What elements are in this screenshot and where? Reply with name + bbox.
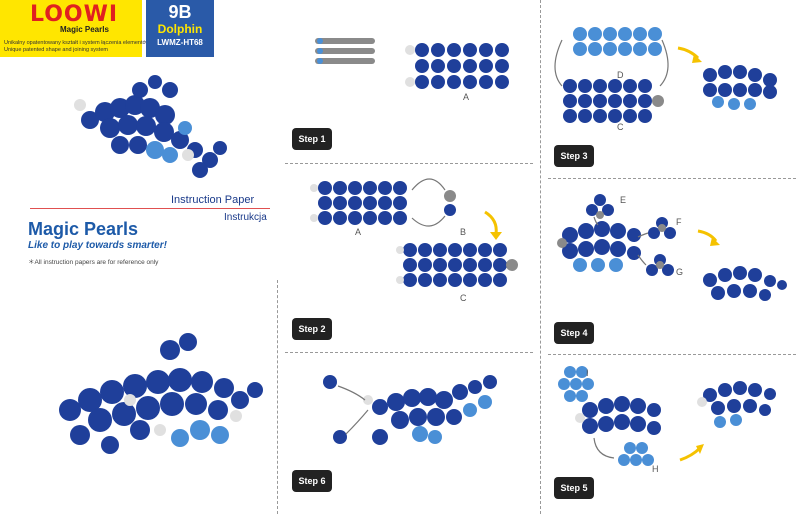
part-label-d: D [617,70,624,80]
step-6-badge: Step 6 [292,470,332,492]
brand-title: Magic Pearls [28,219,139,239]
model-name: Dolphin [157,22,203,36]
instruction-subtitle: Instrukcja [224,212,267,223]
dolphin-preview-top [74,75,227,178]
part-label-a: A [463,92,470,102]
step-4-badge: Step 4 [554,322,594,344]
grid-line [548,178,796,179]
part-label-b: B [460,227,467,237]
step-5-badge: Step 5 [554,477,594,499]
step1-illustration [315,38,509,89]
part-label-f: F [676,217,682,227]
disclaimer-note: ＊All instruction papers are for referenc… [28,259,159,266]
model-sku: LWMZ-HT68 [157,38,203,47]
part-label-c: C [460,293,467,303]
model-number: 9B [168,2,192,22]
step4-illustration [557,194,787,301]
step6-illustration [323,375,497,445]
grid-line [540,0,541,514]
tagline-pl: Unikalny opatentowany kształt i system ł… [4,40,150,46]
divider [30,208,270,209]
logo-box [0,0,142,57]
part-label-i: I [586,368,589,378]
grid-line [285,163,533,164]
slogan: Like to play towards smarter! [28,240,167,251]
step-3-badge: Step 3 [554,145,594,167]
step-1-badge: Step 1 [292,128,332,150]
instruction-title: Instruction Paper [171,194,255,206]
step3-illustration [554,27,777,123]
part-label-e: E [620,195,627,205]
dolphin-preview-bottom [59,333,263,454]
part-label-h: H [652,464,659,474]
grid-line [548,354,796,355]
model-code-box: 9B Dolphin LWMZ-HT68 [146,0,214,57]
tagline-en: Unique patented shape and joining system [4,47,108,53]
grid-line [277,280,278,514]
part-label-g: G [676,267,684,277]
step-2-badge: Step 2 [292,318,332,340]
part-label-a: A [355,227,362,237]
grid-line [285,352,533,353]
step5-illustration [558,366,776,466]
logo: LOOWI [30,2,119,27]
part-label-c: C [617,122,624,132]
step2-illustration [310,178,518,287]
logo-subtitle: Magic Pearls [60,25,109,34]
